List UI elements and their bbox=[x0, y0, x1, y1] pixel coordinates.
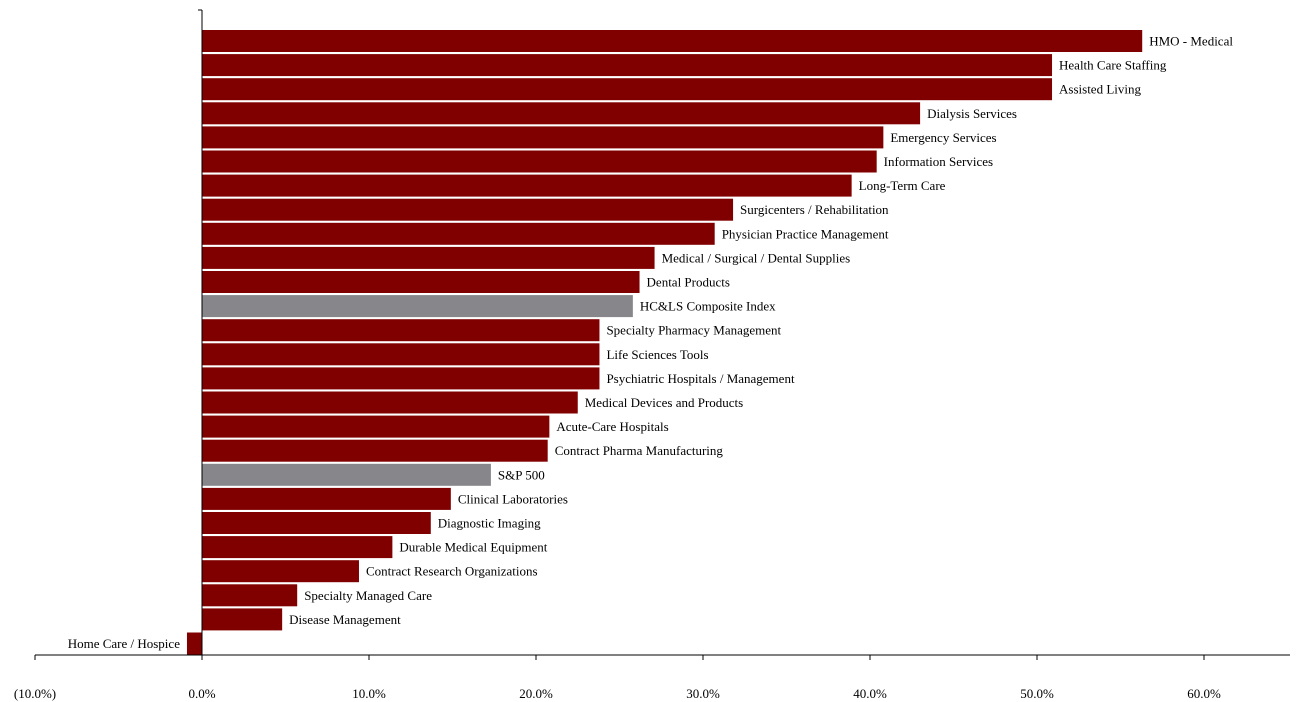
bar-label-diagnostic-imaging: Diagnostic Imaging bbox=[438, 516, 541, 531]
bar-contract-pharma-manufacturing bbox=[202, 439, 548, 462]
bar-home-care-hospice bbox=[186, 632, 202, 655]
bar-label-life-sciences-tools: Life Sciences Tools bbox=[606, 347, 708, 362]
bar-information-services bbox=[202, 150, 877, 173]
bar-diagnostic-imaging bbox=[202, 512, 431, 534]
bar-label-contract-research-organizations: Contract Research Organizations bbox=[366, 564, 538, 579]
bar-label-emergency-services: Emergency Services bbox=[890, 130, 996, 145]
bar-label-dialysis-services: Dialysis Services bbox=[927, 106, 1017, 121]
x-tick-label: 40.0% bbox=[853, 686, 887, 701]
bar-label-health-care-staffing: Health Care Staffing bbox=[1059, 58, 1167, 73]
bar-dental-products bbox=[202, 271, 640, 293]
bar-clinical-laboratories bbox=[202, 487, 451, 510]
bar-contract-research-organizations bbox=[202, 560, 359, 583]
bar-label-surgicenters-rehabilitation: Surgicenters / Rehabilitation bbox=[740, 202, 889, 217]
bar-label-sandp-500: S&P 500 bbox=[498, 467, 545, 482]
bar-disease-management bbox=[202, 608, 283, 631]
x-tick-label: 60.0% bbox=[1187, 686, 1221, 701]
bar-life-sciences-tools bbox=[202, 343, 600, 366]
bar-physician-practice-management bbox=[202, 222, 715, 245]
x-tick-label: 30.0% bbox=[686, 686, 720, 701]
bar-label-specialty-pharmacy-management: Specialty Pharmacy Management bbox=[606, 323, 781, 338]
bar-label-medical-surgical-dental-supplies: Medical / Surgical / Dental Supplies bbox=[662, 250, 851, 265]
bar-specialty-managed-care bbox=[202, 584, 298, 607]
bar-label-psychiatric-hospitals-management: Psychiatric Hospitals / Management bbox=[606, 371, 794, 386]
x-tick-label: 0.0% bbox=[188, 686, 215, 701]
x-axis-ticks: (10.0%) 0.0% 10.0% 20.0% 30.0% 40.0% 50.0% 60.0… bbox=[14, 9, 1221, 701]
bar-health-care-staffing bbox=[202, 54, 1053, 77]
bar-label-long-term-care: Long-Term Care bbox=[859, 178, 946, 193]
bar-label-physician-practice-management: Physician Practice Management bbox=[722, 226, 889, 241]
bar-durable-medical-equipment bbox=[202, 536, 393, 559]
bar-long-term-care bbox=[202, 174, 852, 197]
x-tick-label: 20.0% bbox=[519, 686, 553, 701]
bar-emergency-services bbox=[202, 126, 884, 149]
bar-label-hcandls-composite-index: HC&LS Composite Index bbox=[640, 299, 776, 314]
x-tick-label: 50.0% bbox=[1020, 686, 1054, 701]
bar-hmo-medical bbox=[202, 30, 1143, 52]
bar-medical-surgical-dental-supplies bbox=[202, 246, 655, 269]
bar-specialty-pharmacy-management bbox=[202, 319, 600, 342]
x-tick-label: 10.0% bbox=[352, 686, 386, 701]
bar-sandp-500 bbox=[202, 463, 491, 486]
bar-label-hmo-medical: HMO - Medical bbox=[1149, 34, 1233, 49]
bar-labels-group: HMO - Medical Health Care Staffing Assiste… bbox=[68, 34, 1234, 652]
bar-surgicenters-rehabilitation bbox=[202, 198, 734, 221]
bars-group bbox=[186, 30, 1143, 655]
bar-hcandls-composite-index bbox=[202, 295, 633, 318]
bar-psychiatric-hospitals-management bbox=[202, 367, 600, 390]
bar-label-information-services: Information Services bbox=[884, 154, 993, 169]
x-tick-label: (10.0%) bbox=[14, 686, 56, 701]
bar-label-medical-devices-and-products: Medical Devices and Products bbox=[585, 395, 743, 410]
bar-label-contract-pharma-manufacturing: Contract Pharma Manufacturing bbox=[555, 443, 724, 458]
bar-label-acute-care-hospitals: Acute-Care Hospitals bbox=[556, 419, 668, 434]
bar-label-specialty-managed-care: Specialty Managed Care bbox=[304, 588, 432, 603]
bar-label-assisted-living: Assisted Living bbox=[1059, 82, 1141, 97]
bar-dialysis-services bbox=[202, 102, 921, 125]
bar-label-dental-products: Dental Products bbox=[647, 275, 730, 290]
bar-assisted-living bbox=[202, 78, 1053, 101]
bar-medical-devices-and-products bbox=[202, 391, 578, 414]
bar-label-disease-management: Disease Management bbox=[289, 612, 401, 627]
bar-acute-care-hospitals bbox=[202, 415, 550, 438]
bar-label-durable-medical-equipment: Durable Medical Equipment bbox=[399, 540, 547, 555]
bar-label-home-care-hospice: Home Care / Hospice bbox=[68, 636, 181, 651]
bar-label-clinical-laboratories: Clinical Laboratories bbox=[458, 491, 568, 506]
